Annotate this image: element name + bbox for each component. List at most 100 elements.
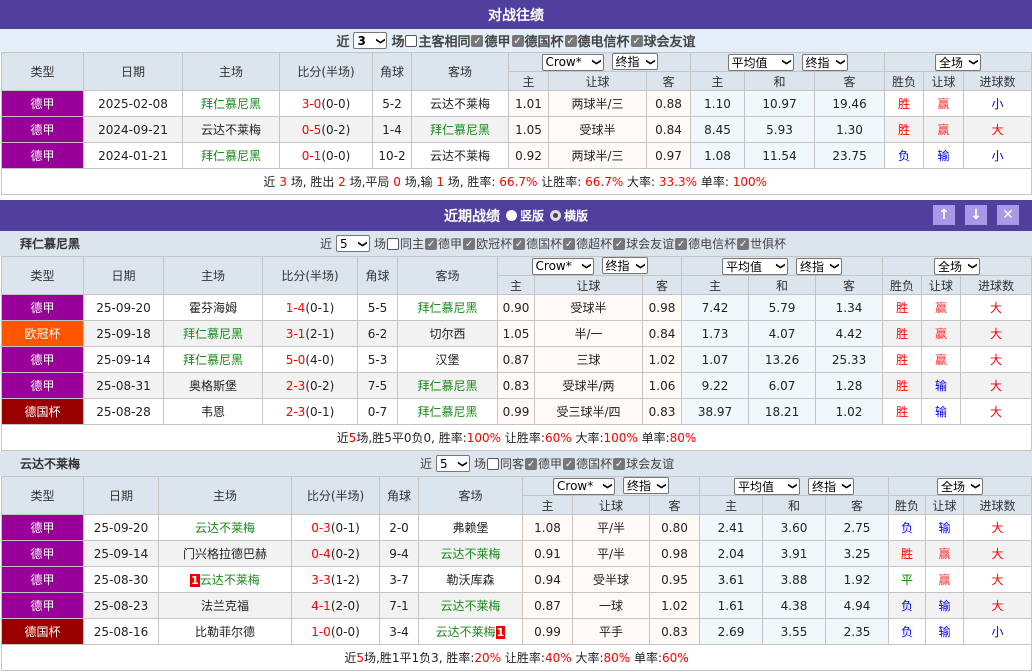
away-team-name[interactable]: 拜仁慕尼黑 — [429, 123, 490, 137]
euro-select[interactable]: 平均值 ❯ — [734, 477, 801, 495]
away-team-name[interactable]: 拜仁慕尼黑 — [417, 301, 478, 315]
euro-type-select[interactable]: 终指 ❯ — [808, 477, 855, 495]
euro-type-select[interactable]: 终指 ❯ — [801, 53, 848, 71]
home-team[interactable]: 拜仁慕尼黑 — [182, 142, 280, 169]
away-team[interactable]: 拜仁慕尼黑 — [411, 116, 509, 143]
view-horizontal-label[interactable]: 横版 — [564, 209, 589, 223]
odds-type-select[interactable]: 终指 ❯ — [601, 257, 648, 275]
league-checkbox[interactable]: ✓ — [564, 34, 577, 47]
view-horizontal-radio[interactable] — [550, 210, 561, 221]
home-team-name[interactable]: 霍芬海姆 — [188, 301, 237, 315]
league-checkbox[interactable]: ✓ — [613, 457, 626, 470]
league-checkbox[interactable]: ✓ — [525, 457, 538, 470]
league-checkbox[interactable]: ✓ — [737, 237, 750, 250]
away-team-name[interactable]: 云达不莱梅 — [429, 149, 490, 163]
away-team[interactable]: 云达不莱梅 — [411, 90, 509, 117]
move-up-button[interactable]: ↑ — [933, 205, 955, 225]
period-select[interactable]: 全场 ❯ — [934, 257, 981, 275]
home-team[interactable]: 门兴格拉德巴赫 — [158, 540, 292, 567]
away-team[interactable]: 云达不莱梅 — [418, 540, 523, 567]
league-checkbox[interactable]: ✓ — [563, 457, 576, 470]
home-team[interactable]: 云达不莱梅 — [158, 514, 292, 541]
home-team-name[interactable]: 奥格斯堡 — [188, 379, 237, 393]
odds-type-select[interactable]: 终指 ❯ — [623, 477, 670, 495]
euro-type-select[interactable]: 终指 ❯ — [796, 257, 843, 275]
home-team[interactable]: 霍芬海姆 — [163, 294, 263, 321]
company-select[interactable]: Crow* ❯ — [553, 477, 616, 495]
away-team-name[interactable]: 拜仁慕尼黑 — [417, 379, 478, 393]
away-team-name[interactable]: 云达不莱梅 — [440, 599, 501, 613]
away-team[interactable]: 云达不莱梅1 — [418, 618, 523, 645]
home-team-name[interactable]: 云达不莱梅 — [200, 123, 261, 137]
away-team-name[interactable]: 勒沃库森 — [446, 573, 495, 587]
euro-select[interactable]: 平均值 ❯ — [722, 257, 789, 275]
away-team-name[interactable]: 云达不莱梅 — [440, 547, 501, 561]
away-team[interactable]: 汉堡 — [397, 346, 498, 373]
count-select[interactable]: 5 ❯ — [336, 235, 371, 252]
home-team[interactable]: 奥格斯堡 — [163, 372, 263, 399]
away-team[interactable]: 拜仁慕尼黑 — [397, 398, 498, 425]
home-team[interactable]: 比勒菲尔德 — [158, 618, 292, 645]
home-team-name[interactable]: 门兴格拉德巴赫 — [182, 547, 267, 561]
home-team[interactable]: 拜仁慕尼黑 — [163, 346, 263, 373]
same-checkbox[interactable] — [487, 457, 500, 470]
period-select[interactable]: 全场 ❯ — [935, 53, 982, 71]
away-team[interactable]: 拜仁慕尼黑 — [397, 294, 498, 321]
move-down-button[interactable]: ↓ — [965, 205, 987, 225]
home-team[interactable]: 法兰克福 — [158, 592, 292, 619]
league-badge[interactable]: 德甲 — [1, 142, 84, 169]
away-team[interactable]: 切尔西 — [397, 320, 498, 347]
league-badge[interactable]: 德国杯 — [1, 618, 84, 645]
home-team-name[interactable]: 拜仁慕尼黑 — [182, 327, 243, 341]
league-checkbox[interactable]: ✓ — [513, 237, 526, 250]
league-badge[interactable]: 欧冠杯 — [1, 320, 84, 347]
company-select[interactable]: Crow* ❯ — [541, 53, 604, 71]
period-select[interactable]: 全场 ❯ — [937, 477, 984, 495]
home-team[interactable]: 拜仁慕尼黑 — [163, 320, 263, 347]
away-team[interactable]: 拜仁慕尼黑 — [397, 372, 498, 399]
league-badge[interactable]: 德甲 — [1, 346, 84, 373]
home-team[interactable]: 拜仁慕尼黑 — [182, 90, 280, 117]
same-checkbox[interactable] — [387, 237, 400, 250]
away-team-name[interactable]: 云达不莱梅 — [435, 625, 496, 639]
league-badge[interactable]: 德甲 — [1, 592, 84, 619]
league-checkbox[interactable]: ✓ — [630, 34, 643, 47]
league-badge[interactable]: 德甲 — [1, 566, 84, 593]
league-checkbox[interactable]: ✓ — [563, 237, 576, 250]
league-badge[interactable]: 德国杯 — [1, 398, 84, 425]
league-badge[interactable]: 德甲 — [1, 294, 84, 321]
count-select[interactable]: 5 ❯ — [436, 455, 471, 472]
home-team-name[interactable]: 拜仁慕尼黑 — [200, 149, 261, 163]
euro-select[interactable]: 平均值 ❯ — [727, 53, 794, 71]
home-team[interactable]: 云达不莱梅 — [182, 116, 280, 143]
company-select[interactable]: Crow* ❯ — [531, 257, 594, 275]
home-team[interactable]: 1云达不莱梅 — [158, 566, 292, 593]
home-team[interactable]: 韦恩 — [163, 398, 263, 425]
league-checkbox[interactable]: ✓ — [511, 34, 524, 47]
league-checkbox[interactable]: ✓ — [425, 237, 438, 250]
league-checkbox[interactable]: ✓ — [463, 237, 476, 250]
league-badge[interactable]: 德甲 — [1, 372, 84, 399]
view-vertical-label[interactable]: 竖版 — [519, 209, 544, 223]
home-team-name[interactable]: 拜仁慕尼黑 — [182, 353, 243, 367]
home-team-name[interactable]: 韦恩 — [200, 405, 225, 419]
league-badge[interactable]: 德甲 — [1, 116, 84, 143]
home-team-name[interactable]: 比勒菲尔德 — [194, 625, 255, 639]
league-checkbox[interactable]: ✓ — [613, 237, 626, 250]
away-team-name[interactable]: 拜仁慕尼黑 — [417, 405, 478, 419]
away-team-name[interactable]: 云达不莱梅 — [429, 97, 490, 111]
league-badge[interactable]: 德甲 — [1, 514, 84, 541]
count-select[interactable]: 3 ❯ — [353, 32, 388, 49]
away-team[interactable]: 云达不莱梅 — [418, 592, 523, 619]
away-team[interactable]: 云达不莱梅 — [411, 142, 509, 169]
league-checkbox[interactable]: ✓ — [675, 237, 688, 250]
away-team[interactable]: 弗赖堡 — [418, 514, 523, 541]
home-team-name[interactable]: 云达不莱梅 — [199, 573, 260, 587]
same-checkbox[interactable] — [405, 34, 418, 47]
league-badge[interactable]: 德甲 — [1, 90, 84, 117]
away-team[interactable]: 勒沃库森 — [418, 566, 523, 593]
league-badge[interactable]: 德甲 — [1, 540, 84, 567]
home-team-name[interactable]: 拜仁慕尼黑 — [200, 97, 261, 111]
away-team-name[interactable]: 弗赖堡 — [452, 521, 489, 535]
league-checkbox[interactable]: ✓ — [471, 34, 484, 47]
